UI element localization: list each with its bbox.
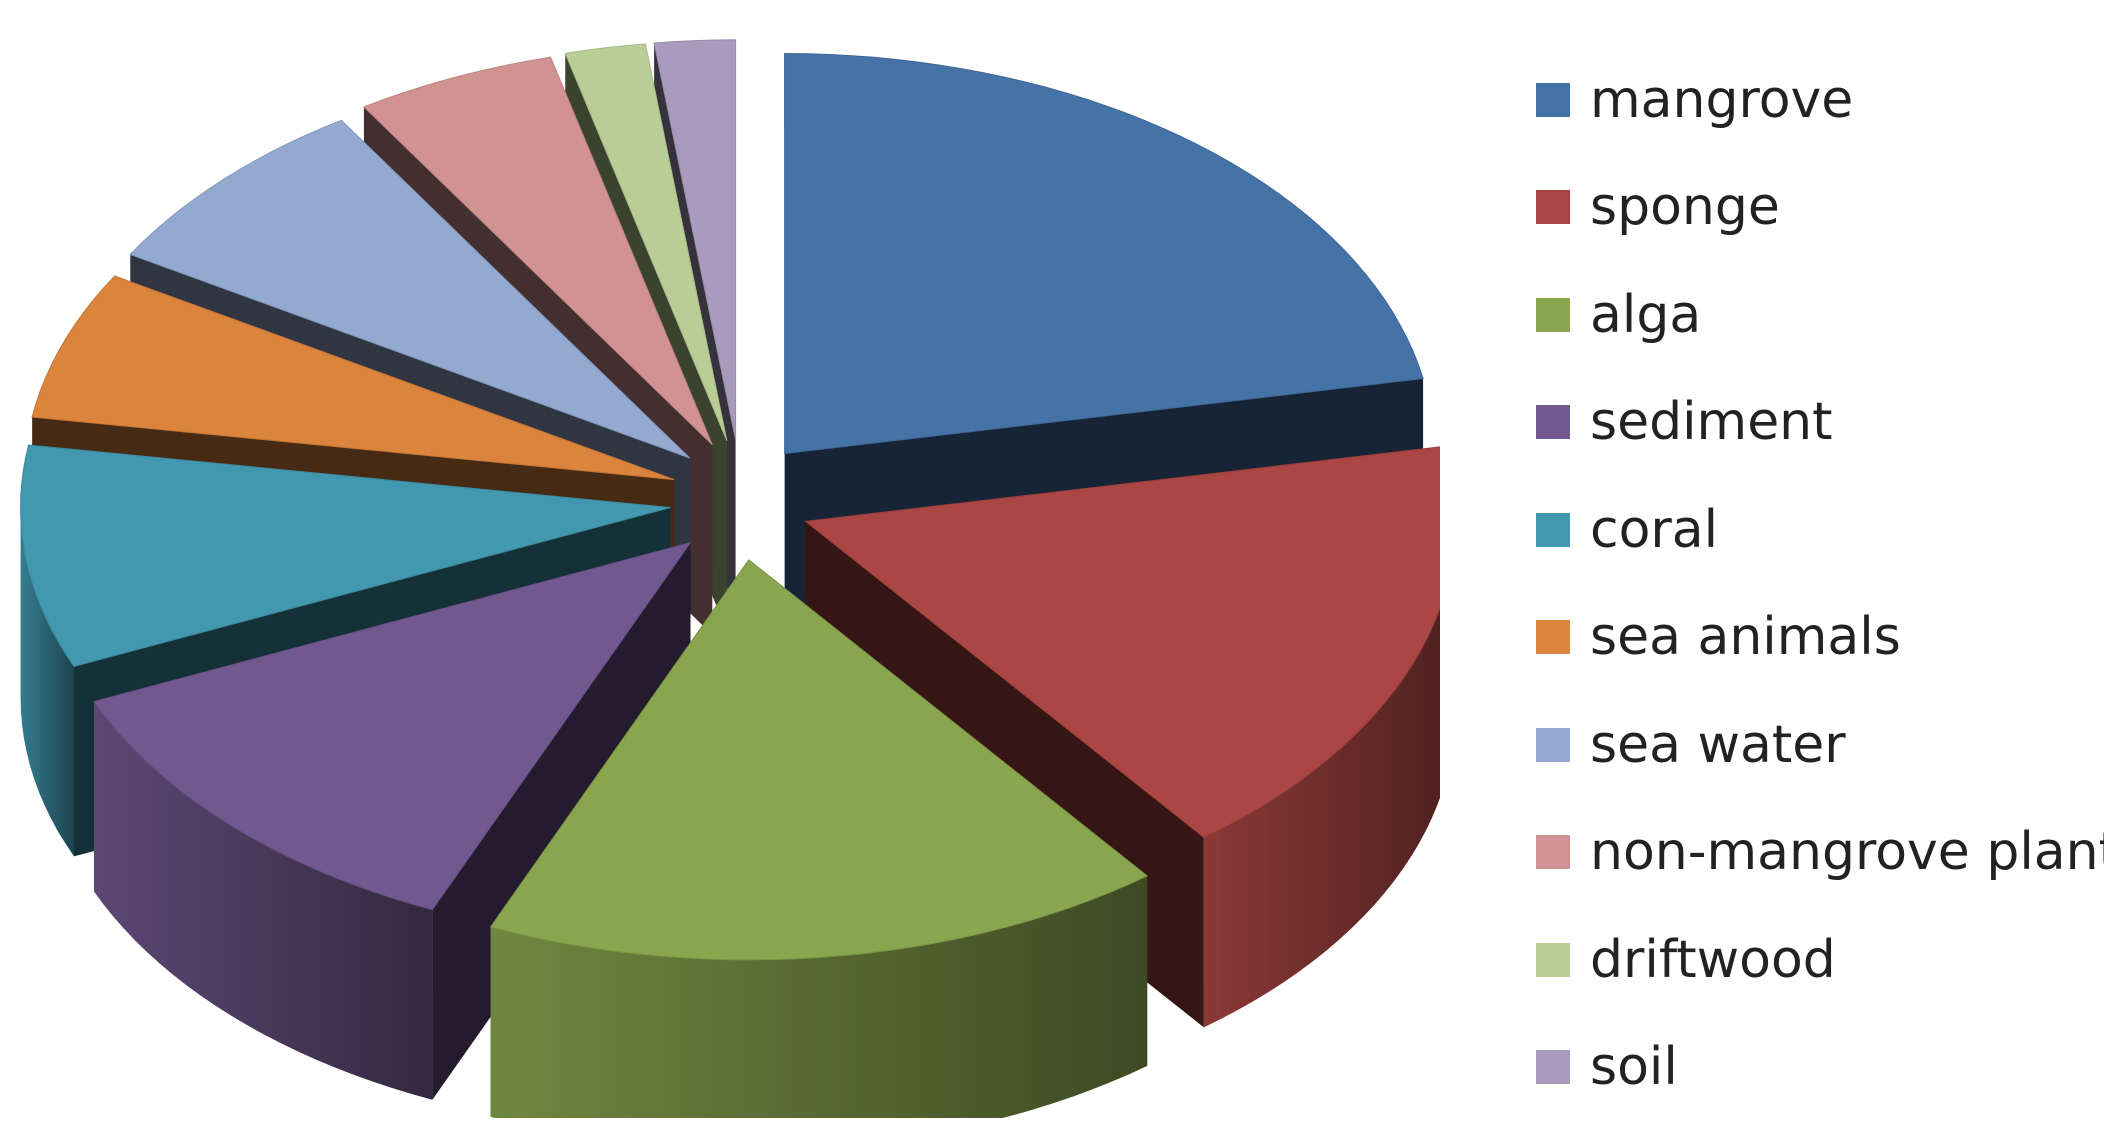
legend-label-coral: coral (1590, 504, 1718, 556)
legend-item-coral: coral (1536, 476, 2096, 584)
pie-chart (0, 0, 1440, 1118)
legend-label-sediment: sediment (1590, 396, 1833, 448)
legend-swatch-driftwood (1536, 943, 1570, 977)
legend-swatch-soil (1536, 1050, 1570, 1084)
legend-item-soil: soil (1536, 1014, 2096, 1121)
legend-label-non-mangrove-plants: non-mangrove plants (1590, 826, 2104, 878)
pie-slices (21, 40, 1440, 1118)
legend-label-mangrove: mangrove (1590, 74, 1853, 126)
legend-item-alga: alga (1536, 261, 2096, 369)
legend-swatch-alga (1536, 298, 1570, 332)
legend-label-alga: alga (1590, 289, 1701, 341)
legend-item-sediment: sediment (1536, 369, 2096, 477)
legend-label-sea-animals: sea animals (1590, 611, 1901, 663)
legend-label-sponge: sponge (1590, 181, 1780, 233)
legend-label-sea-water: sea water (1590, 719, 1846, 771)
legend-label-soil: soil (1590, 1041, 1678, 1093)
legend-swatch-mangrove (1536, 83, 1570, 117)
legend-swatch-sponge (1536, 190, 1570, 224)
legend-swatch-sea-animals (1536, 620, 1570, 654)
legend: mangrove sponge alga sediment coral sea anima… (1536, 46, 2096, 1121)
legend-item-driftwood: driftwood (1536, 906, 2096, 1014)
legend-item-sea-water: sea water (1536, 691, 2096, 799)
legend-item-non-mangrove-plants: non-mangrove plants (1536, 799, 2096, 907)
legend-swatch-sediment (1536, 405, 1570, 439)
legend-item-mangrove: mangrove (1536, 46, 2096, 154)
legend-swatch-sea-water (1536, 728, 1570, 762)
legend-swatch-non-mangrove-plants (1536, 835, 1570, 869)
legend-swatch-coral (1536, 513, 1570, 547)
legend-item-sea-animals: sea animals (1536, 584, 2096, 692)
legend-item-sponge: sponge (1536, 154, 2096, 262)
legend-label-driftwood: driftwood (1590, 934, 1836, 986)
